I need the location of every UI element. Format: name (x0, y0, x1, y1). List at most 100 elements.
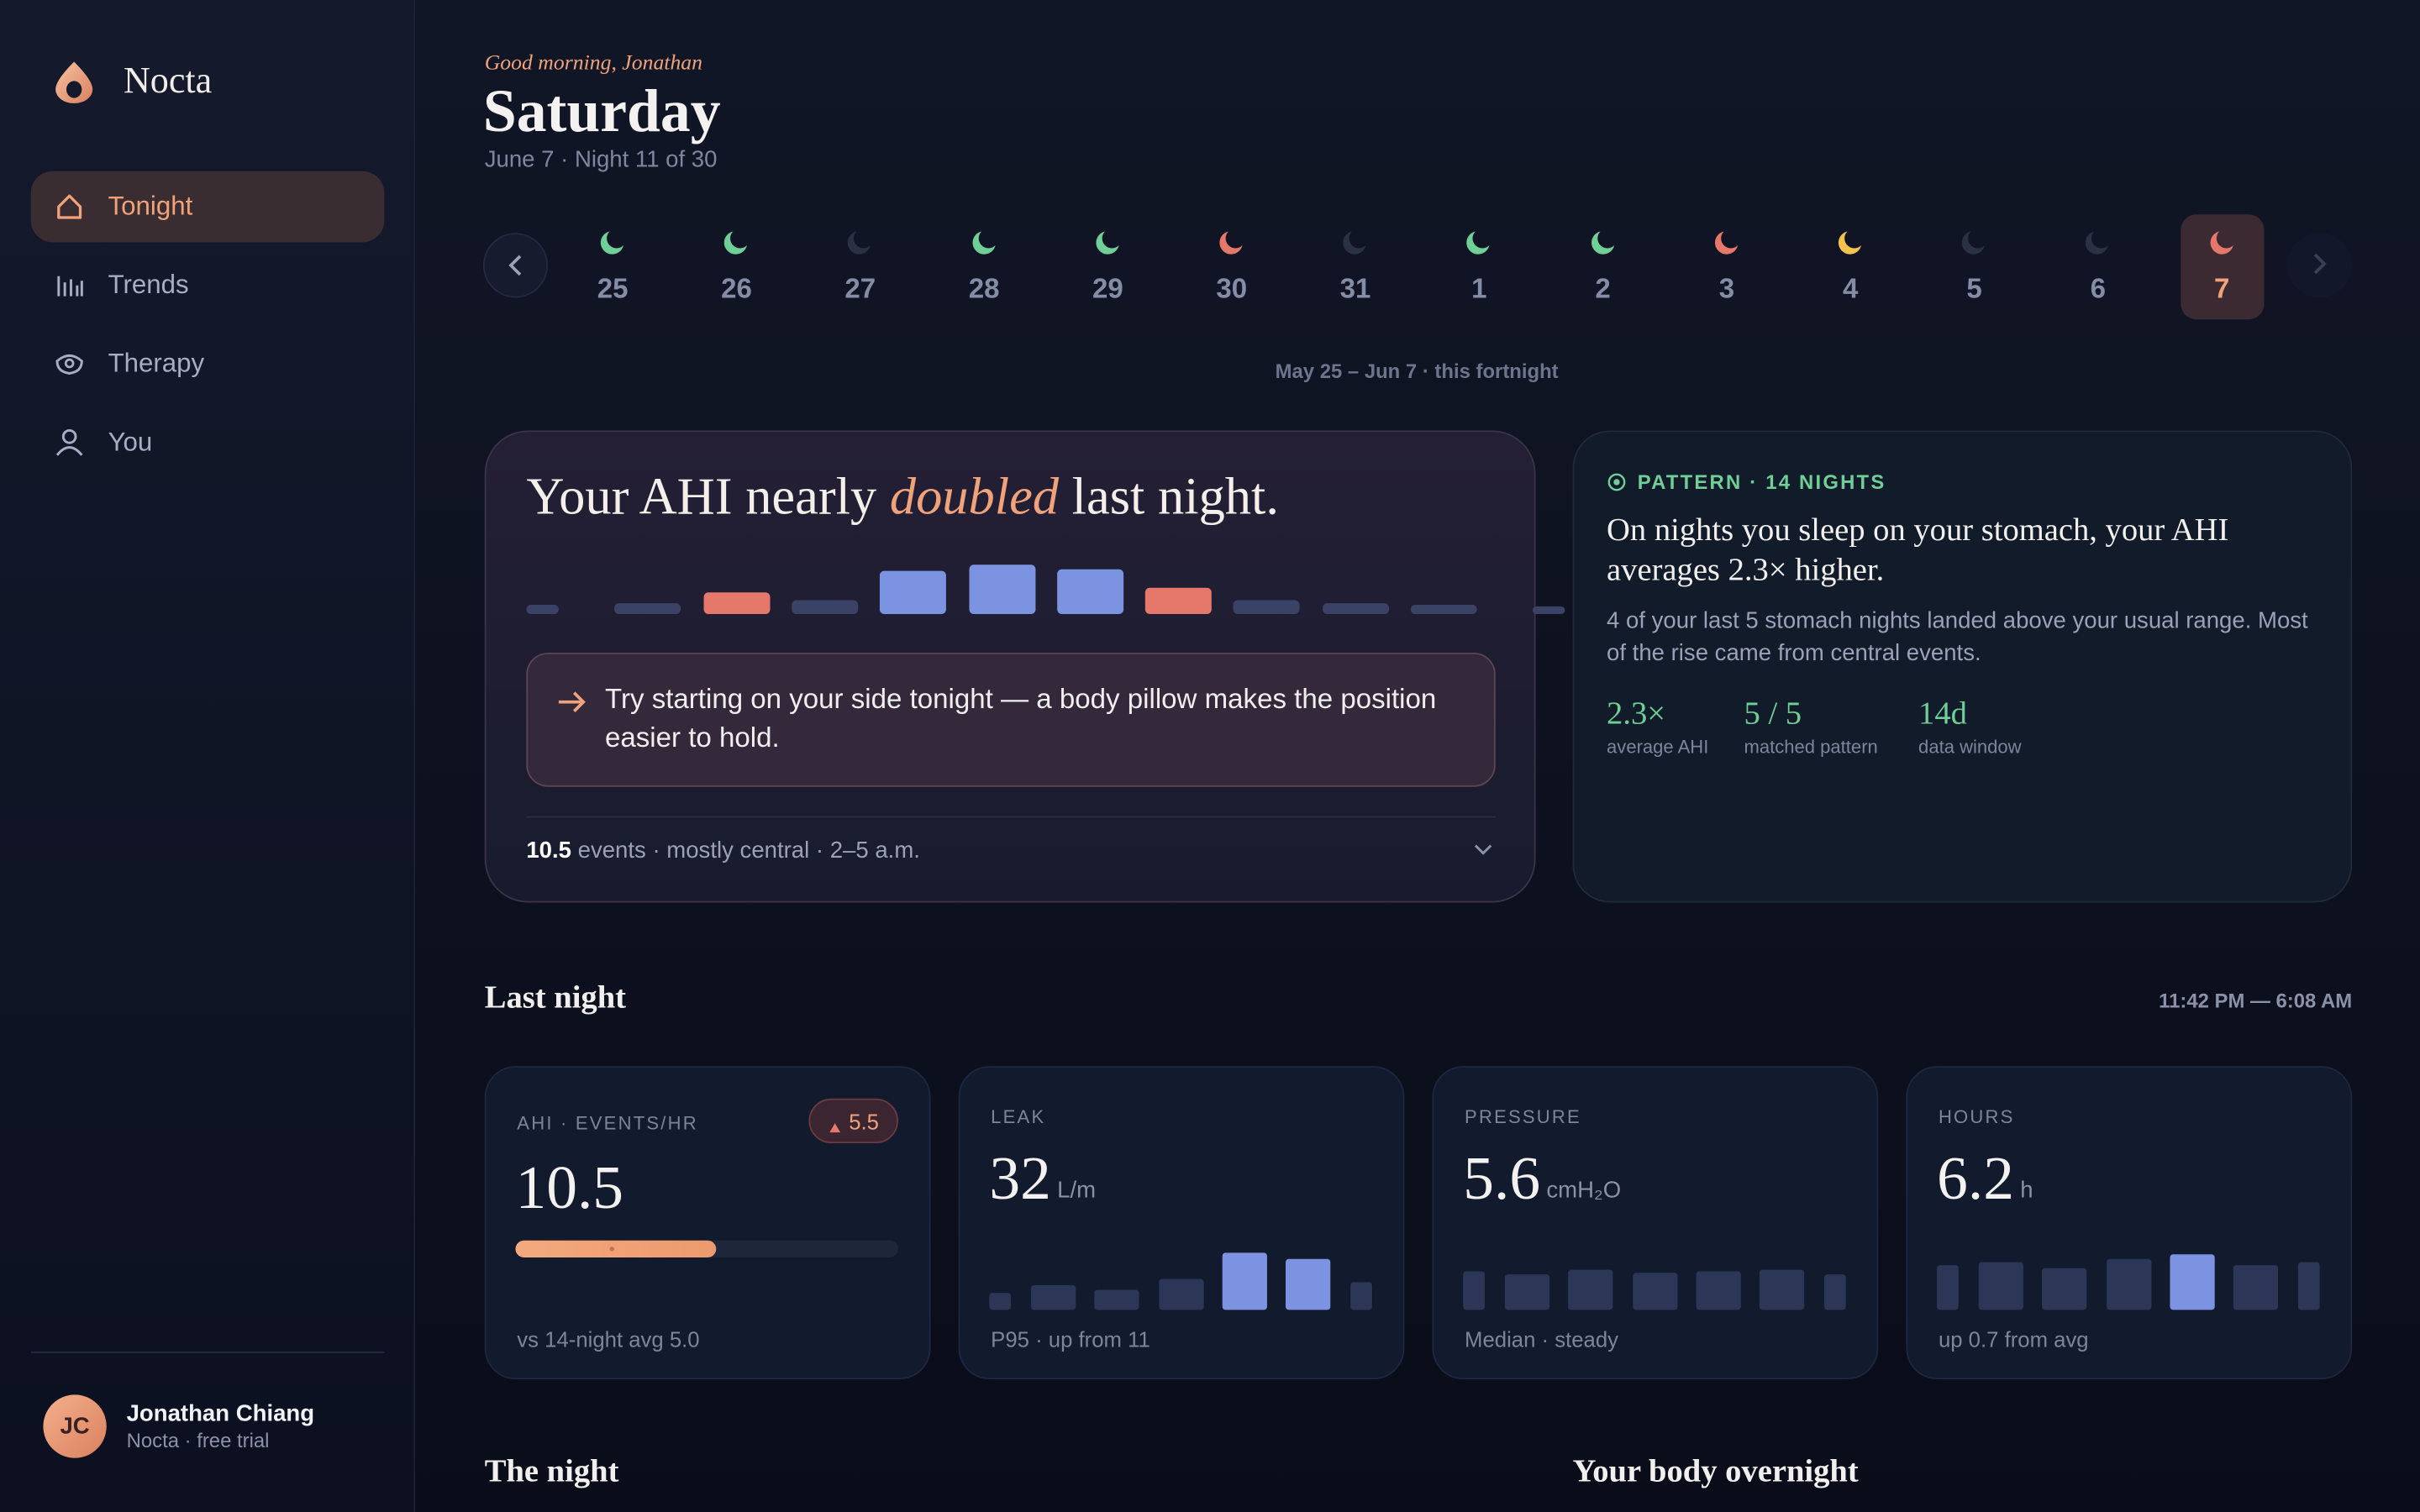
pattern-card (1572, 430, 2353, 903)
day-number[interactable]: 31 (1339, 273, 1371, 304)
metric-card (958, 1066, 1405, 1380)
mini-bar (2233, 1265, 2279, 1310)
mini-bar (1696, 1271, 1741, 1310)
moon-icon (1341, 228, 1369, 256)
stat-value: 14d (1918, 694, 1967, 732)
nav-item[interactable]: Tonight (108, 191, 193, 221)
next-button[interactable] (2287, 233, 2353, 298)
prev-button[interactable] (482, 233, 549, 298)
stat-value: 5 / 5 (1744, 694, 1802, 732)
delta-badge (808, 1098, 898, 1144)
moon-icon (599, 228, 627, 256)
avatar[interactable]: JC (43, 1394, 107, 1458)
metric-label: LEAK (991, 1105, 1046, 1128)
insight-bar (614, 603, 681, 615)
nav-icon (54, 270, 85, 301)
mini-bar (2042, 1268, 2087, 1310)
mini-bar (1978, 1262, 2023, 1310)
insight-bar (1234, 600, 1301, 615)
day-number[interactable]: 29 (1092, 273, 1123, 304)
nav-icon (54, 428, 85, 459)
nav-icon (54, 349, 85, 380)
selected-day (2180, 214, 2264, 320)
metric-note: Median · steady (1465, 1326, 1619, 1352)
pattern-headline: On nights you sleep on your stomach, you… (1607, 510, 2229, 588)
section-title: Last night (484, 978, 626, 1016)
mini-bar (1350, 1282, 1372, 1310)
stat-label: matched pattern (1744, 736, 1878, 758)
moon-icon (971, 228, 998, 256)
day-title: Saturday (482, 78, 721, 145)
tip-box (526, 652, 1496, 787)
metric-unit: h (2020, 1177, 2033, 1204)
insight-bar (1145, 587, 1213, 615)
insight-bar (880, 570, 947, 615)
range-label: May 25 – Jun 7 · this fortnight (1275, 359, 1559, 383)
mini-bar (1222, 1252, 1267, 1310)
section-title: The night (484, 1452, 619, 1489)
nav-item[interactable]: Therapy (108, 349, 205, 379)
mini-bar (1158, 1278, 1203, 1310)
nav-icon (54, 192, 85, 223)
metric-label: AHI · EVENTS/HR (517, 1112, 698, 1135)
day-number[interactable]: 25 (597, 273, 629, 304)
metric-value: 5.6 (1463, 1143, 1541, 1213)
mini-bar (1632, 1273, 1677, 1310)
day-number[interactable]: 30 (1216, 273, 1248, 304)
metric-unit: cmH₂O (1546, 1177, 1622, 1204)
stat-label: data window (1918, 736, 2022, 758)
insight-bar (792, 600, 859, 615)
divider (30, 1351, 385, 1353)
pattern-body: 4 of your last 5 stomach nights landed a… (1607, 607, 2308, 667)
mini-bar (989, 1293, 1012, 1310)
mini-bar (1030, 1285, 1076, 1310)
mini-bar (1568, 1269, 1613, 1310)
greeting: Good morning, Jonathan (484, 52, 703, 76)
day-number[interactable]: 1 (1471, 273, 1487, 304)
avg-marker (608, 1247, 614, 1252)
insight-bar (1533, 606, 1565, 615)
day-number[interactable]: 6 (2090, 273, 2107, 304)
day-number[interactable]: 4 (1843, 273, 1859, 304)
time-range: 11:42 PM — 6:08 AM (2159, 989, 2353, 1012)
arrow-icon (558, 691, 586, 713)
day-number[interactable]: 3 (1718, 273, 1735, 304)
mini-bar (1760, 1269, 1805, 1310)
progress-fill (515, 1240, 717, 1257)
events-text: events · mostly central · 2–5 a.m. (577, 837, 920, 864)
mini-bar (1286, 1258, 1331, 1310)
mini-bar (1463, 1271, 1485, 1310)
expand-chevron[interactable] (1472, 839, 1494, 861)
day-number[interactable]: 5 (1966, 273, 1982, 304)
metric-note: up 0.7 from avg (1938, 1326, 2089, 1352)
moon-icon (2208, 228, 2236, 256)
day-number[interactable]: 28 (968, 273, 1000, 304)
metric-note: P95 · up from 11 (991, 1326, 1150, 1352)
metric-unit: L/m (1057, 1177, 1097, 1204)
metric-label: PRESSURE (1465, 1105, 1581, 1128)
insight-bar (1322, 603, 1389, 615)
moon-icon (723, 228, 750, 256)
metric-value: 6.2 (1937, 1143, 2014, 1213)
day-number[interactable]: 7 (2213, 273, 2230, 304)
nav-item[interactable]: Trends (108, 270, 189, 300)
mini-bar (2297, 1262, 2320, 1310)
day-number[interactable]: 2 (1595, 273, 1611, 304)
insight-bar (1410, 605, 1477, 615)
day-number[interactable]: 27 (844, 273, 876, 304)
delta-value: 5.5 (849, 1109, 879, 1135)
moon-icon (1712, 228, 1740, 256)
pattern-icon (1607, 473, 1626, 491)
title-text: last night. (1071, 469, 1279, 527)
stat-value: 2.3× (1607, 694, 1666, 732)
delta-arrow (829, 1114, 841, 1133)
moon-icon (846, 228, 874, 256)
metric-value: 10.5 (515, 1152, 624, 1222)
day-number[interactable]: 26 (721, 273, 752, 304)
nav-item[interactable]: You (108, 427, 153, 457)
mini-bar (1937, 1265, 1959, 1310)
mini-bar (1824, 1274, 1846, 1310)
subtitle: June 7 · Night 11 of 30 (484, 146, 718, 173)
mini-bar (1094, 1289, 1139, 1310)
metric-label: HOURS (1938, 1105, 2015, 1128)
